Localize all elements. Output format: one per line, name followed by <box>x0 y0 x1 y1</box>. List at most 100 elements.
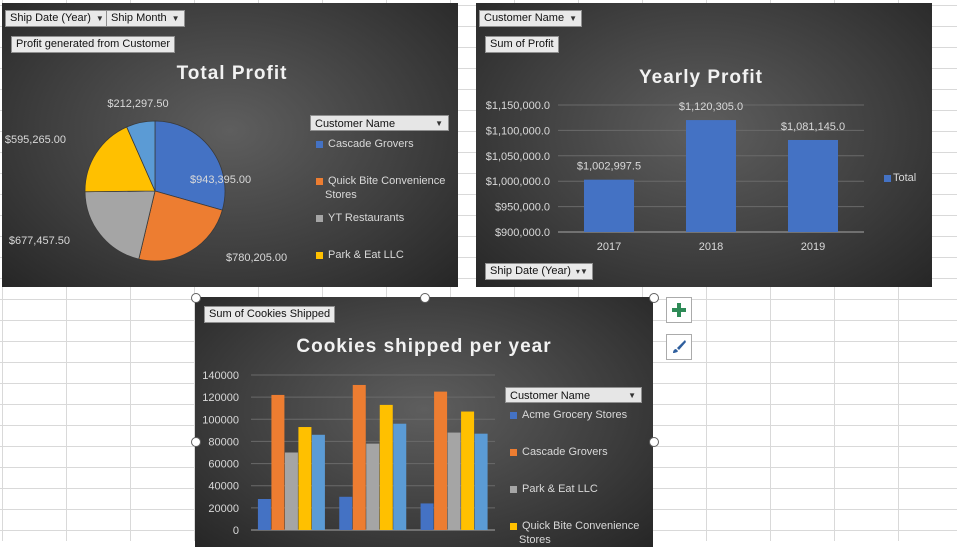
filter-funnel-icon: ▾▼ <box>575 267 588 276</box>
y-tick-label: 100000 <box>202 414 239 426</box>
yearly-profit-chart[interactable]: Customer Name ▼ Sum of Profit Yearly Prof… <box>476 3 932 287</box>
chart-title: Total Profit <box>176 63 288 84</box>
sum-of-profit-field-label: Sum of Profit <box>490 38 554 50</box>
legend-swatch <box>510 449 517 456</box>
pie-data-label: $677,457.50 <box>9 235 70 247</box>
legend-swatch <box>510 486 517 493</box>
pie-slice <box>84 126 156 193</box>
pie-data-label: $595,265.00 <box>5 134 66 146</box>
bar <box>339 496 353 530</box>
chart-title: Cookies shipped per year <box>296 336 552 357</box>
customer-name-filter-label: Customer Name <box>484 12 565 24</box>
bar <box>474 433 488 530</box>
y-tick-label: 0 <box>233 525 239 537</box>
resize-handle-middle-left[interactable] <box>191 437 201 447</box>
y-tick-label: 120000 <box>202 392 239 404</box>
dropdown-arrow-icon: ▼ <box>628 391 636 400</box>
ship-month-filter-button[interactable]: Ship Month ▼ <box>106 10 185 27</box>
x-tick-label: 2018 <box>699 241 723 253</box>
chart-title: Yearly Profit <box>639 67 763 88</box>
total-profit-chart[interactable]: Ship Date (Year) ▼ Ship Month ▼ Profit gen… <box>2 3 458 287</box>
y-tick-label: $1,050,000.0 <box>486 151 550 163</box>
cookies-shipped-chart[interactable]: Sum of Cookies Shipped Cookies shipped p… <box>195 297 653 547</box>
legend-entry-label-line2: Stores <box>519 534 551 546</box>
pie-chart-plot[interactable]: $943,395.00 $780,205.00 $677,457.50 $595,26… <box>2 3 458 287</box>
resize-handle-middle-right[interactable] <box>649 437 659 447</box>
bar <box>686 120 736 232</box>
bar-chart-plot[interactable]: $900,000.0 $950,000.0 $1,000,000.0 $1,050,0… <box>476 3 932 287</box>
y-tick-label: 80000 <box>208 436 239 448</box>
x-tick-label: 2017 <box>597 241 621 253</box>
pie-slice <box>84 190 156 260</box>
legend-entry-label: Cascade Grovers <box>328 138 414 150</box>
ship-date-year-axis-button[interactable]: Ship Date (Year) ▾▼ <box>485 263 593 280</box>
clustered-bar-chart-plot[interactable]: 0 20000 40000 60000 80000 100000 120000 140000 <box>195 297 653 547</box>
pie-data-label: $212,297.50 <box>107 98 168 110</box>
sum-of-profit-field-button[interactable]: Sum of Profit <box>485 36 559 53</box>
bar <box>311 434 325 530</box>
legend-entry-label: Cascade Grovers <box>522 446 608 458</box>
pie-data-label: $780,205.00 <box>226 252 287 264</box>
legend-swatch <box>510 523 517 530</box>
bar <box>257 499 271 530</box>
legend-header-label: Customer Name <box>315 118 396 130</box>
bar <box>379 404 393 530</box>
legend-swatch <box>884 175 891 182</box>
cookies-value-field-button[interactable]: Sum of Cookies Shipped <box>204 306 336 323</box>
resize-handle-top-left[interactable] <box>191 293 201 303</box>
bar <box>366 443 380 530</box>
customer-name-legend-filter[interactable]: Customer Name ▼ <box>310 115 449 131</box>
legend-swatch <box>316 141 323 148</box>
dropdown-arrow-icon: ▼ <box>569 14 577 23</box>
y-tick-label: $950,000.0 <box>495 202 550 214</box>
y-tick-label: $1,100,000.0 <box>486 125 550 137</box>
bar <box>461 411 475 530</box>
pie-slice <box>126 120 156 192</box>
y-tick-label: $900,000.0 <box>495 227 550 239</box>
chart-elements-button[interactable] <box>666 297 692 323</box>
bar <box>788 139 838 232</box>
y-tick-label: $1,000,000.0 <box>486 176 550 188</box>
legend-entry-label: Quick Bite Convenience <box>522 520 640 532</box>
customer-name-legend-filter[interactable]: Customer Name ▼ <box>505 387 642 403</box>
ship-date-year-filter-label: Ship Date (Year) <box>10 12 91 24</box>
y-tick-label: 60000 <box>208 459 239 471</box>
bar <box>434 391 448 530</box>
dropdown-arrow-icon: ▼ <box>435 119 443 128</box>
ship-date-year-axis-label: Ship Date (Year) <box>490 265 571 277</box>
bar <box>284 452 298 530</box>
bar <box>393 423 407 530</box>
y-tick-label: 140000 <box>202 370 239 382</box>
resize-handle-top-right[interactable] <box>649 293 659 303</box>
paintbrush-icon <box>673 340 686 353</box>
bar <box>447 432 461 530</box>
pie-data-label: $943,395.00 <box>190 174 251 186</box>
legend-total-label: Total <box>893 172 917 184</box>
legend-swatch <box>316 178 323 185</box>
pie-slice <box>138 190 223 262</box>
chart-styles-button[interactable] <box>666 334 692 360</box>
profit-value-field-label: Profit generated from Customer <box>16 38 171 50</box>
legend-swatch <box>510 412 517 419</box>
legend-swatch <box>316 215 323 222</box>
y-tick-label: 40000 <box>208 481 239 493</box>
pie-slice <box>154 120 226 211</box>
legend-header-label: Customer Name <box>510 390 591 402</box>
legend-entry-label: Park & Eat LLC <box>522 483 598 495</box>
bar-data-label: $1,120,305.0 <box>679 101 743 113</box>
dropdown-arrow-icon: ▼ <box>95 14 104 23</box>
x-tick-label: 2019 <box>801 241 825 253</box>
bar <box>352 384 366 530</box>
bar <box>584 179 634 232</box>
resize-handle-top-middle[interactable] <box>420 293 430 303</box>
legend-entry-label: Park & Eat LLC <box>328 249 404 261</box>
legend-entry-label: Acme Grocery Stores <box>522 409 628 421</box>
ship-month-filter-label: Ship Month <box>111 12 167 24</box>
legend-entry-label: Quick Bite Convenience <box>328 175 446 187</box>
cookies-value-field-label: Sum of Cookies Shipped <box>209 308 331 320</box>
customer-name-filter-button[interactable]: Customer Name ▼ <box>479 10 582 27</box>
profit-value-field-button[interactable]: Profit generated from Customer <box>11 36 176 53</box>
y-tick-label: $1,150,000.0 <box>486 100 550 112</box>
legend-entry-label-line2: Stores <box>325 189 357 201</box>
dropdown-arrow-icon: ▼ <box>171 14 180 23</box>
